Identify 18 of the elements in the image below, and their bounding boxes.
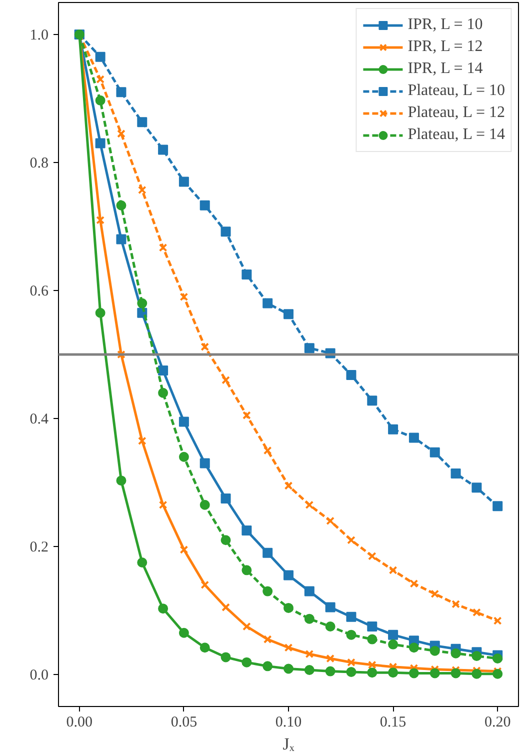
x-tick-label: 0.15: [380, 714, 406, 730]
legend-label: IPR, L = 10: [408, 16, 483, 34]
x-axis-title: Jₓ: [282, 734, 294, 754]
legend-label: Plateau, L = 10: [408, 82, 505, 100]
legend-label: Plateau, L = 14: [408, 126, 505, 144]
y-tick-label: 0.2: [30, 540, 48, 556]
legend-label: IPR, L = 12: [408, 38, 483, 56]
y-tick-label: 0.0: [30, 668, 48, 684]
x-tick-label: 0.10: [275, 714, 302, 730]
x-tick-label: 0.05: [170, 714, 198, 730]
y-tick-label: 1.0: [30, 28, 48, 44]
legend-label: IPR, L = 14: [408, 60, 483, 78]
x-tick-label: 0.20: [484, 714, 511, 730]
x-tick-label: 0.00: [66, 714, 93, 730]
y-tick-label: 0.8: [30, 156, 48, 172]
y-tick-label: 0.6: [30, 284, 49, 300]
y-tick-label: 0.4: [30, 412, 49, 428]
legend-label: Plateau, L = 12: [408, 104, 505, 122]
